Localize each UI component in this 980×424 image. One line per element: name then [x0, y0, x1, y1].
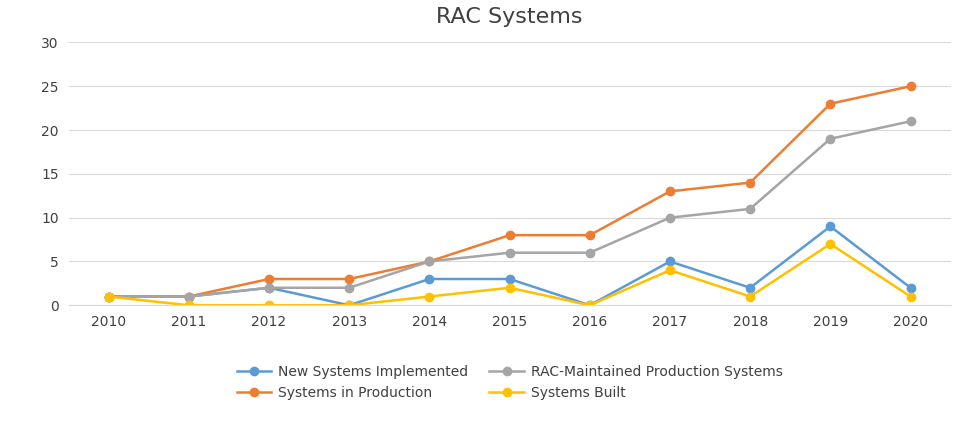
Systems Built [584, 303, 596, 308]
Line: Systems in Production: Systems in Production [105, 82, 914, 301]
Systems in Production [905, 84, 916, 89]
RAC-Maintained Production Systems [423, 259, 435, 264]
New Systems Implemented [744, 285, 756, 290]
Systems in Production [103, 294, 115, 299]
Systems in Production [183, 294, 195, 299]
RAC-Maintained Production Systems [744, 206, 756, 212]
Line: New Systems Implemented: New Systems Implemented [105, 222, 914, 310]
RAC-Maintained Production Systems [504, 250, 515, 255]
Systems in Production [744, 180, 756, 185]
New Systems Implemented [905, 285, 916, 290]
Systems Built [264, 303, 275, 308]
Systems Built [905, 294, 916, 299]
New Systems Implemented [183, 294, 195, 299]
Systems in Production [504, 233, 515, 238]
Systems in Production [343, 276, 355, 282]
New Systems Implemented [504, 276, 515, 282]
Systems Built [824, 241, 836, 246]
Systems in Production [664, 189, 676, 194]
RAC-Maintained Production Systems [183, 294, 195, 299]
RAC-Maintained Production Systems [824, 136, 836, 141]
RAC-Maintained Production Systems [905, 119, 916, 124]
Systems in Production [584, 233, 596, 238]
Legend: New Systems Implemented, Systems in Production, RAC-Maintained Production System: New Systems Implemented, Systems in Prod… [231, 360, 788, 406]
RAC-Maintained Production Systems [264, 285, 275, 290]
Systems Built [504, 285, 515, 290]
New Systems Implemented [103, 294, 115, 299]
Systems Built [343, 303, 355, 308]
Title: RAC Systems: RAC Systems [436, 7, 583, 27]
Systems Built [103, 294, 115, 299]
RAC-Maintained Production Systems [343, 285, 355, 290]
Line: Systems Built: Systems Built [105, 240, 914, 310]
Systems Built [664, 268, 676, 273]
Line: RAC-Maintained Production Systems: RAC-Maintained Production Systems [105, 117, 914, 301]
Systems Built [183, 303, 195, 308]
New Systems Implemented [343, 303, 355, 308]
RAC-Maintained Production Systems [584, 250, 596, 255]
New Systems Implemented [664, 259, 676, 264]
RAC-Maintained Production Systems [103, 294, 115, 299]
Systems in Production [824, 101, 836, 106]
Systems in Production [423, 259, 435, 264]
Systems Built [423, 294, 435, 299]
New Systems Implemented [824, 224, 836, 229]
Systems in Production [264, 276, 275, 282]
New Systems Implemented [423, 276, 435, 282]
New Systems Implemented [584, 303, 596, 308]
Systems Built [744, 294, 756, 299]
RAC-Maintained Production Systems [664, 215, 676, 220]
New Systems Implemented [264, 285, 275, 290]
